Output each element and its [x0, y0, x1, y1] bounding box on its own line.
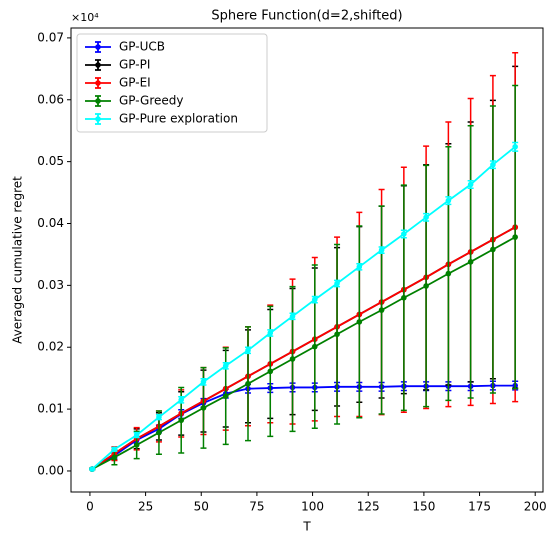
y-tick-label: 0.05 — [37, 154, 64, 168]
point — [334, 280, 340, 287]
point — [467, 259, 474, 265]
x-axis-label: T — [302, 520, 311, 534]
series-line — [91, 146, 516, 470]
point — [267, 330, 274, 336]
point — [445, 270, 452, 277]
x-tick-label: 50 — [194, 500, 209, 514]
point — [401, 294, 407, 301]
legend-label: GP-UCB — [119, 40, 165, 54]
legend-box — [76, 33, 268, 133]
point — [156, 414, 162, 420]
legend-label: GP-Pure exploration — [119, 112, 238, 126]
x-tick-label: 100 — [301, 500, 324, 514]
point — [334, 331, 340, 338]
series-line — [91, 236, 516, 470]
point — [178, 417, 185, 424]
legend-marker — [95, 98, 101, 104]
x-tick-label: 75 — [249, 500, 264, 514]
point — [267, 368, 274, 375]
point — [289, 313, 296, 320]
x-tick-label: 200 — [524, 500, 547, 514]
x-tick-label: 125 — [357, 500, 380, 514]
point — [512, 234, 518, 240]
point — [111, 446, 118, 453]
point — [490, 246, 496, 253]
point — [200, 405, 207, 411]
x-tick-label: 25 — [138, 500, 153, 514]
x-tick-label: 0 — [86, 500, 94, 514]
point — [401, 231, 407, 237]
y-tick-label: 0.07 — [37, 30, 64, 44]
point — [512, 143, 518, 150]
point — [222, 393, 229, 399]
legend-marker — [95, 80, 101, 86]
point — [178, 397, 185, 403]
point — [378, 247, 385, 253]
chart-title: Sphere Function(d=2,shifted) — [211, 9, 402, 24]
legend-marker — [95, 44, 101, 50]
point — [311, 343, 318, 350]
point — [245, 380, 251, 387]
point — [89, 466, 95, 472]
x-tick-label: 175 — [468, 500, 491, 514]
y-offset-label: ×10⁴ — [71, 11, 99, 24]
point — [445, 197, 452, 204]
legend-label: GP-Greedy — [119, 94, 184, 108]
y-tick-label: 0.03 — [37, 278, 64, 292]
point — [289, 356, 296, 362]
point — [423, 283, 429, 289]
y-axis-label: Averaged cumulative regret — [11, 176, 25, 344]
point — [111, 454, 118, 461]
point — [156, 429, 162, 436]
x-tick-label: 150 — [412, 500, 435, 514]
y-tick-label: 0.01 — [37, 402, 64, 416]
point — [423, 214, 429, 221]
point — [222, 362, 229, 369]
point — [467, 181, 474, 188]
legend-marker — [95, 62, 101, 68]
legend-label: GP-PI — [119, 58, 150, 72]
point — [200, 379, 207, 385]
plot-frame — [70, 27, 544, 493]
series-line — [91, 384, 516, 470]
legend-marker — [95, 116, 101, 122]
point — [356, 319, 363, 325]
y-tick-label: 0.02 — [37, 340, 64, 354]
point — [356, 264, 363, 270]
point — [378, 307, 385, 313]
point — [245, 347, 251, 354]
legend-label: GP-EI — [119, 76, 151, 90]
series-line — [91, 226, 516, 470]
point — [133, 442, 140, 448]
point — [490, 161, 496, 168]
y-tick-label: 0.04 — [37, 216, 64, 230]
point — [133, 432, 140, 438]
y-tick-label: 0.06 — [37, 92, 64, 106]
point — [311, 296, 318, 303]
y-tick-label: 0.00 — [37, 463, 64, 477]
